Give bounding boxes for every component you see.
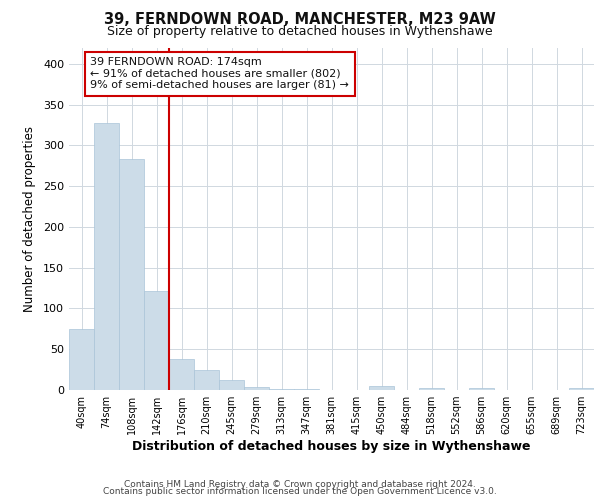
Text: 39, FERNDOWN ROAD, MANCHESTER, M23 9AW: 39, FERNDOWN ROAD, MANCHESTER, M23 9AW <box>104 12 496 28</box>
Bar <box>244 386 269 390</box>
Bar <box>119 159 144 390</box>
Bar <box>219 380 244 390</box>
Bar <box>294 389 319 390</box>
Bar <box>569 388 594 390</box>
X-axis label: Distribution of detached houses by size in Wythenshawe: Distribution of detached houses by size … <box>132 440 531 453</box>
Text: Contains HM Land Registry data © Crown copyright and database right 2024.: Contains HM Land Registry data © Crown c… <box>124 480 476 489</box>
Bar <box>419 388 444 390</box>
Text: Contains public sector information licensed under the Open Government Licence v3: Contains public sector information licen… <box>103 487 497 496</box>
Bar <box>169 359 194 390</box>
Bar <box>69 329 94 390</box>
Bar <box>469 388 494 390</box>
Bar <box>144 290 169 390</box>
Bar <box>269 389 294 390</box>
Y-axis label: Number of detached properties: Number of detached properties <box>23 126 36 312</box>
Text: 39 FERNDOWN ROAD: 174sqm
← 91% of detached houses are smaller (802)
9% of semi-d: 39 FERNDOWN ROAD: 174sqm ← 91% of detach… <box>90 58 349 90</box>
Bar <box>194 370 219 390</box>
Text: Size of property relative to detached houses in Wythenshawe: Size of property relative to detached ho… <box>107 25 493 38</box>
Bar <box>369 386 394 390</box>
Bar <box>94 122 119 390</box>
